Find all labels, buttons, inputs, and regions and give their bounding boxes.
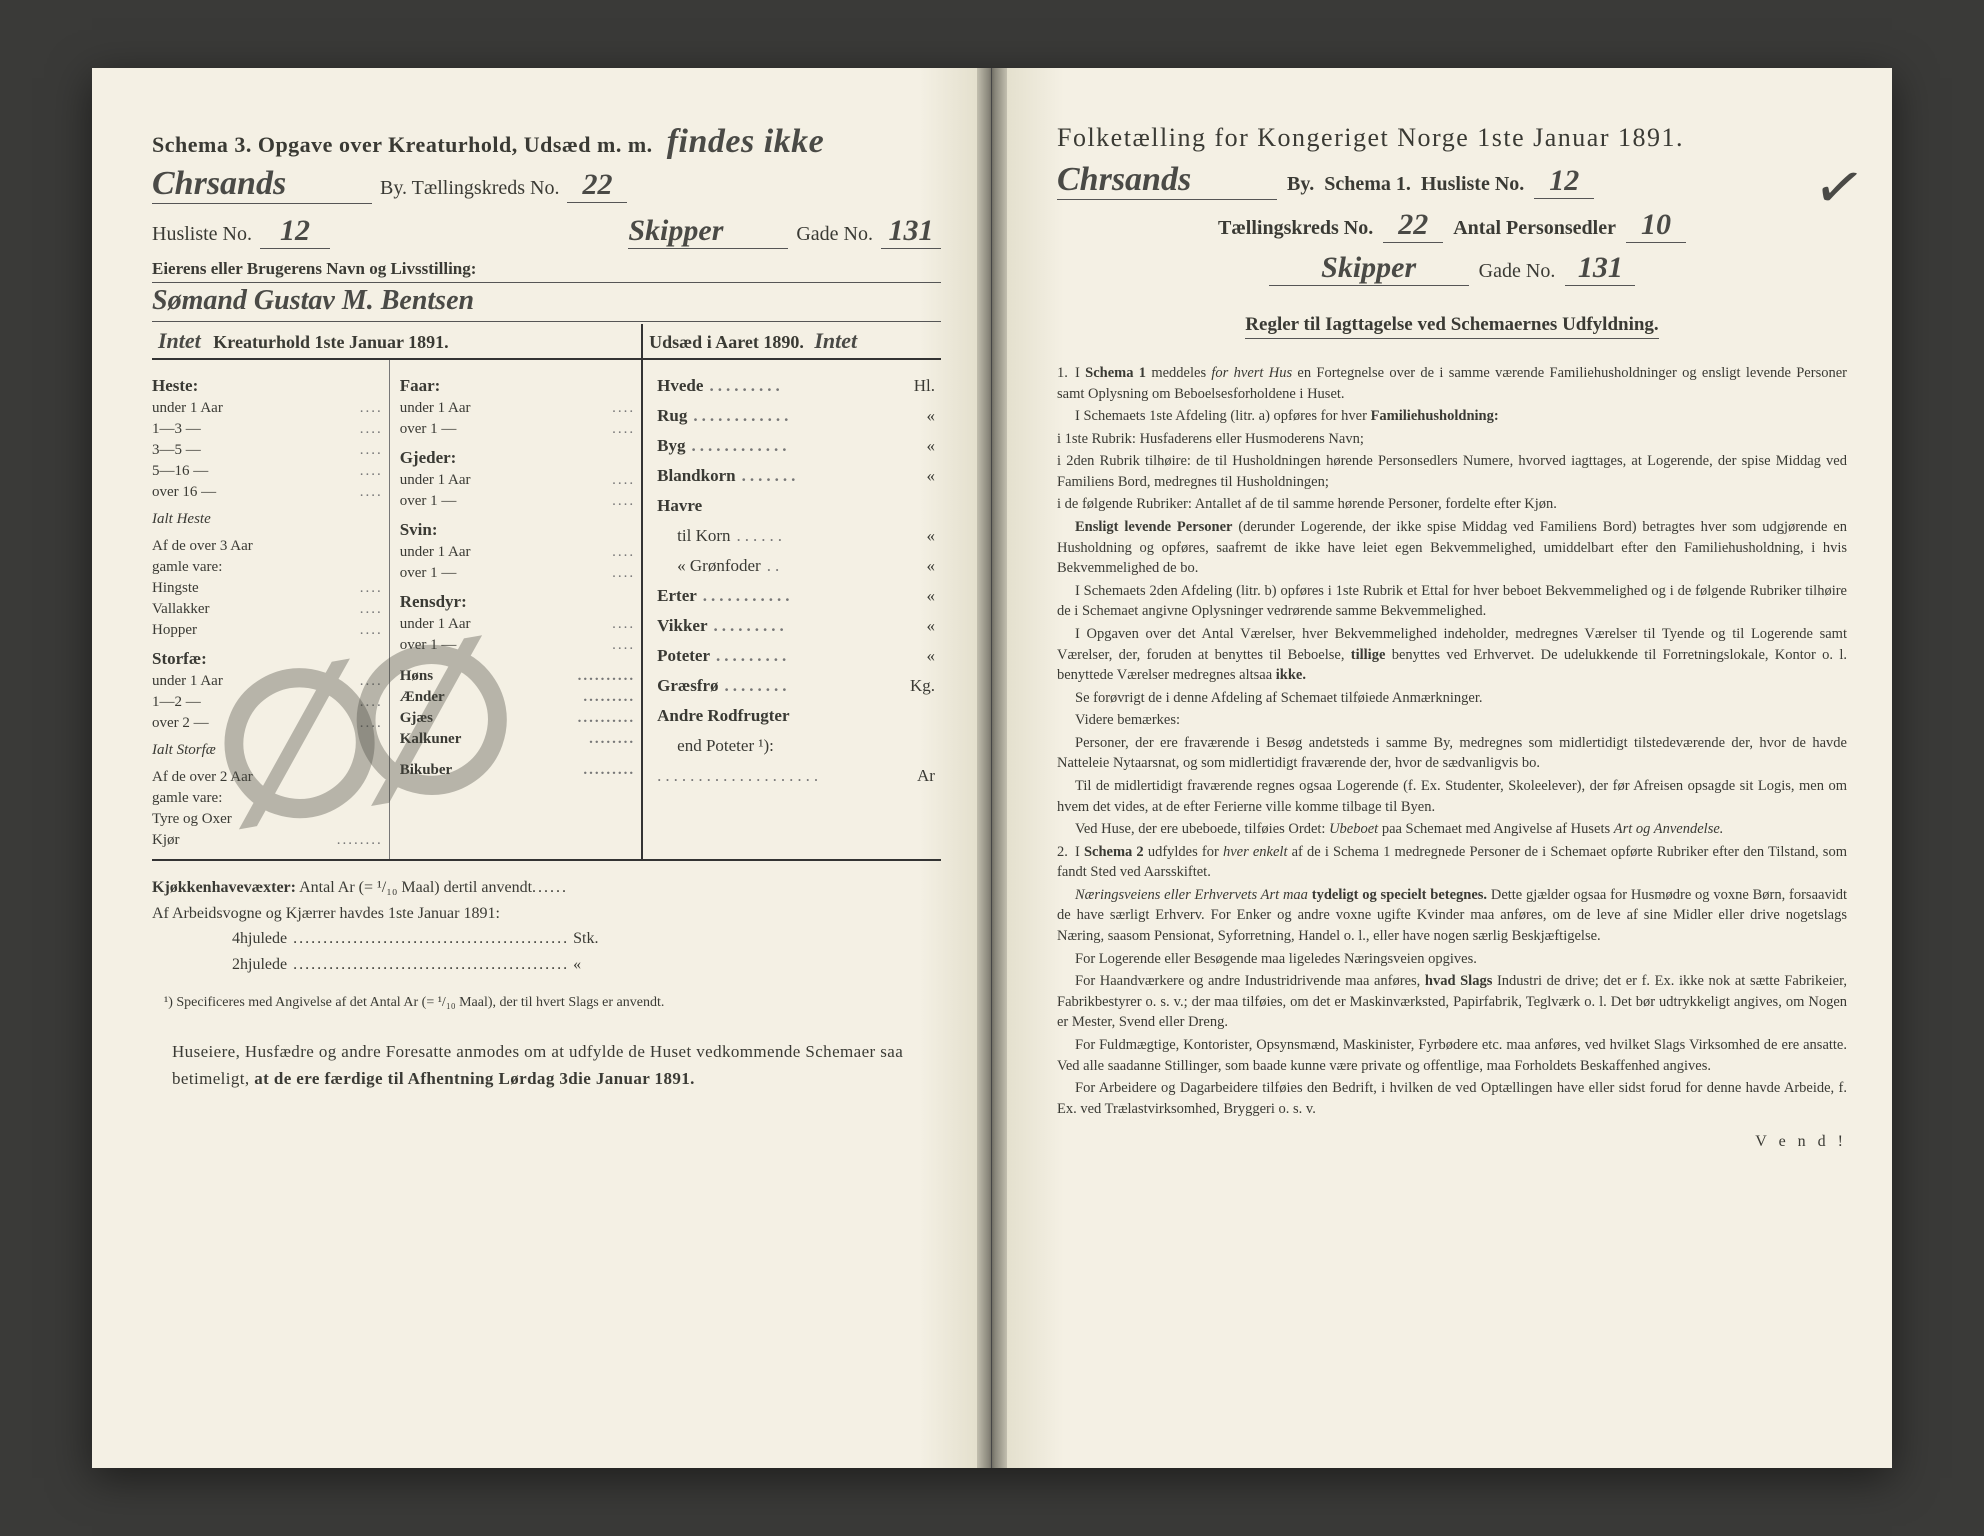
p13: Ved Huse, der ere ubeboede, tilføies Ord… — [1057, 819, 1847, 840]
left-col-head: Kreaturhold 1ste Januar 1891. — [213, 332, 448, 352]
p8: I Opgaven over det Antal Værelser, hver … — [1057, 624, 1847, 686]
gade-label: Gade No. — [796, 223, 873, 246]
husliste-label: Husliste No. — [152, 223, 252, 246]
owner-label: Eierens eller Brugerens Navn og Livsstil… — [152, 259, 476, 278]
gade-hw-prefix: Skipper — [628, 214, 788, 249]
p17: For Haandværkere og andre Industridriven… — [1057, 971, 1847, 1033]
p2: I Schemaets 1ste Afdeling (litr. a) opfø… — [1057, 406, 1847, 427]
schema3-title: Schema 3. Opgave over Kreaturhold, Udsæd… — [152, 123, 941, 161]
city-hw: Chrsands — [152, 165, 372, 204]
footnote: ¹) Specificeres med Angivelse af det Ant… — [152, 995, 941, 1011]
owner-line: Eierens eller Brugerens Navn og Livsstil… — [152, 259, 941, 283]
census-title: Folketælling for Kongeriget Norge 1ste J… — [1057, 123, 1847, 153]
livestock-grid: ∅∅ Heste: under 1 Aar.... 1—3 —.... 3—5 … — [152, 360, 941, 859]
p5: i de følgende Rubriker: Antallet af de t… — [1057, 494, 1847, 515]
p10: Videre bemærkes: — [1057, 710, 1847, 731]
p16: For Logerende eller Besøgende maa ligele… — [1057, 949, 1847, 970]
owner-hw: Sømand Gustav M. Bentsen — [152, 283, 941, 322]
p7: I Schemaets 2den Afdeling (litr. b) opfø… — [1057, 581, 1847, 622]
p4: i 2den Rubrik tilhøire: de til Husholdni… — [1057, 451, 1847, 492]
r-gade-row: Skipper Gade No. 131 — [1057, 251, 1847, 286]
rules-title: Regler til Iagttagelse ved Schemaernes U… — [1245, 314, 1658, 339]
r-city-row: Chrsands By. Schema 1. Husliste No. 12 — [1057, 161, 1847, 200]
left-page: Schema 3. Opgave over Kreaturhold, Udsæd… — [92, 68, 992, 1468]
right-col-head: Udsæd i Aaret 1890. — [649, 332, 804, 352]
p19: For Arbeidere og Dagarbeidere tilføies d… — [1057, 1078, 1847, 1119]
p3: i 1ste Rubrik: Husfaderens eller Husmode… — [1057, 429, 1847, 450]
final-notice: Huseiere, Husfædre og andre Foresatte an… — [152, 1039, 941, 1092]
kreds-hw: 22 — [567, 168, 627, 203]
book-spine — [977, 68, 1007, 1468]
husliste-hw: 12 — [260, 214, 330, 249]
r-kreds-row: Tællingskreds No. 22 Antal Personsedler … — [1057, 208, 1847, 243]
col-b: Faar: under 1 Aar.... over 1 —.... Gjede… — [389, 360, 641, 859]
book-spread: Schema 3. Opgave over Kreaturhold, Udsæd… — [92, 68, 1892, 1468]
checkmark-hw: ✓ — [1808, 149, 1870, 227]
husliste-row: Husliste No. 12 Skipper Gade No. 131 — [152, 214, 941, 249]
p6: Ensligt levende Personer (derunder Loger… — [1057, 517, 1847, 579]
p14: I Schema 2 udfyldes for hver enkelt af d… — [1057, 844, 1847, 881]
right-col-hw: Intet — [814, 328, 857, 353]
storfae-cat: Storfæ: — [152, 649, 383, 669]
vend: V e n d ! — [1057, 1133, 1847, 1151]
right-page: ✓ Folketælling for Kongeriget Norge 1ste… — [992, 68, 1892, 1468]
col-a: Heste: under 1 Aar.... 1—3 —.... 3—5 —..… — [152, 360, 389, 859]
rules-body: 1.I Schema 1 meddeles for hvert Hus en F… — [1057, 363, 1847, 1119]
title-hw-note: findes ikke — [667, 123, 825, 160]
intet-hw: Intet — [158, 328, 201, 353]
by-label: By. Tællingskreds No. — [380, 177, 559, 200]
p12: Til de midlertidigt fraværende regnes og… — [1057, 776, 1847, 817]
below-section: Kjøkkenhavevæxter: Antal Ar (= ¹/₁₀ Maal… — [152, 875, 941, 977]
p18: For Fuldmægtige, Kontorister, Opsynsmænd… — [1057, 1035, 1847, 1076]
title-rest: Opgave over Kreaturhold, Udsæd m. m. — [258, 132, 653, 157]
table-head: Intet Kreaturhold 1ste Januar 1891. Udsæ… — [152, 324, 941, 360]
p15: Næringsveiens eller Erhvervets Art maa t… — [1057, 885, 1847, 947]
p1: I Schema 1 meddeles for hvert Hus en For… — [1057, 365, 1847, 402]
gade-no-hw: 131 — [881, 214, 941, 249]
title-prefix: Schema 3. — [152, 132, 252, 157]
p11: Personer, der ere fraværende i Besøg and… — [1057, 733, 1847, 774]
heste-cat: Heste: — [152, 376, 383, 396]
p9: Se forøvrigt de i denne Afdeling af Sche… — [1057, 688, 1847, 709]
col-c: Hvede.........Hl. Rug............« Byg..… — [641, 360, 941, 859]
city-row: Chrsands By. Tællingskreds No. 22 — [152, 165, 941, 204]
